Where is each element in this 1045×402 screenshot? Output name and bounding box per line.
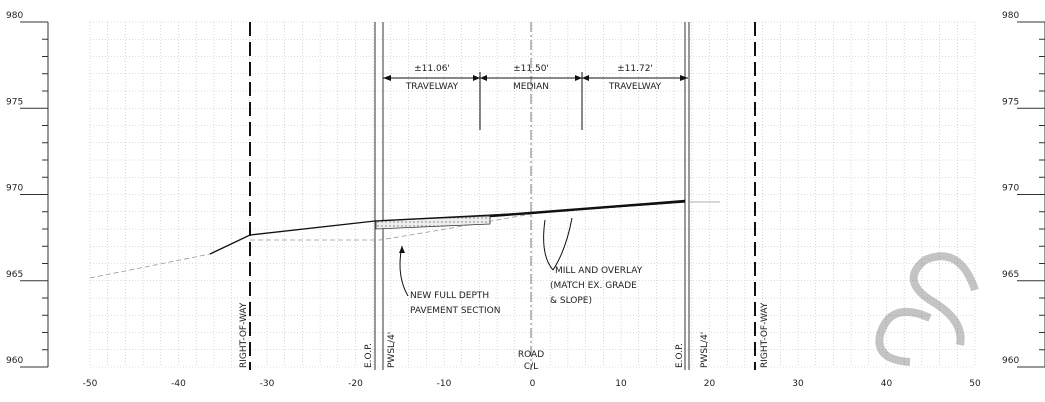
dimension-label: TRAVELWAY: [405, 82, 459, 92]
station-label: -50: [83, 379, 98, 389]
centerline-label: ROAD: [518, 350, 544, 360]
dimension-label: MEDIAN: [513, 82, 549, 92]
elevation-label: 980: [1002, 11, 1019, 21]
vertical-label: RIGHT-OF-WAY: [760, 302, 770, 368]
dimension-width: ±11.72': [617, 64, 653, 74]
callout-text: & SLOPE): [550, 296, 592, 306]
vertical-label: E.O.P.: [675, 343, 685, 368]
elevation-label: 965: [1002, 270, 1019, 280]
callout-text: NEW FULL DEPTH: [410, 291, 489, 301]
station-label: 10: [615, 379, 627, 389]
mill-overlay: [489, 199, 686, 218]
station-label: 0: [530, 379, 536, 389]
elevation-label: 970: [6, 184, 23, 194]
station-label: -40: [171, 379, 186, 389]
dimension-width: ±11.50': [513, 64, 549, 74]
callout-arrow: [543, 217, 573, 271]
grid: [89, 21, 976, 368]
watermark: [875, 252, 979, 366]
existing-ground: [250, 213, 532, 241]
elevation-label: 975: [6, 97, 23, 107]
callout-text: PAVEMENT SECTION: [410, 306, 500, 316]
station-label: -10: [437, 379, 452, 389]
callout-text: MILL AND OVERLAY: [555, 266, 643, 276]
callout-text: (MATCH EX. GRADE: [550, 281, 637, 291]
elevation-label: 965: [6, 270, 23, 280]
existing-ground: [89, 253, 211, 279]
dimension-width: ±11.06': [414, 64, 450, 74]
dimension-label: TRAVELWAY: [608, 82, 662, 92]
elevation-label: 960: [6, 356, 23, 366]
elevation-label: 960: [1002, 356, 1019, 366]
axes: 980 975 970 965 960 980 975 970 965 960 -50 -40 -30 -…: [6, 11, 1045, 389]
station-label: 40: [881, 379, 893, 389]
centerline-label: C/L: [524, 362, 538, 372]
elevation-label: 975: [1002, 97, 1019, 107]
vertical-label: E.O.P.: [364, 343, 374, 368]
callout-arrowhead: [399, 246, 405, 253]
elevation-label: 980: [6, 11, 23, 21]
station-label: 20: [704, 379, 716, 389]
vertical-label: PWSL/4': [700, 332, 710, 368]
station-label: -30: [260, 379, 275, 389]
station-label: 50: [969, 379, 981, 389]
vertical-label: RIGHT-OF-WAY: [239, 302, 249, 368]
vertical-label: PWSL/4': [387, 332, 397, 368]
station-label: -20: [348, 379, 363, 389]
elevation-label: 970: [1002, 184, 1019, 194]
station-label: 30: [792, 379, 804, 389]
